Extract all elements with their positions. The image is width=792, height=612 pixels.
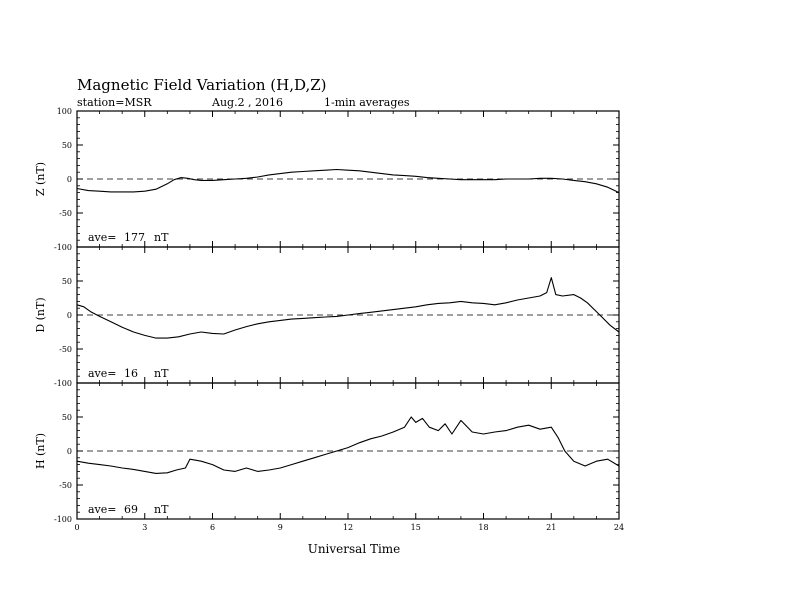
x-tick-label: 24 [614,523,624,532]
x-tick-label: 21 [546,523,556,532]
ave-value: 177 [124,231,145,244]
panels-group: -100 -50 0 50 100 Z (nT) ave= 177 nT -100 -50 0 50 D … [34,107,620,524]
ave-unit: nT [154,503,169,516]
date-label: Aug.2 , 2016 [211,96,283,109]
y-tick-label: 100 [57,107,72,116]
panel-d: -100 -50 0 50 D (nT) ave= 16 nT [34,246,620,388]
y-tick-label: -50 [59,481,72,490]
series-line-h [76,416,620,474]
ave-label: ave= [88,367,117,380]
ave-unit: nT [154,231,169,244]
x-tick-label: 15 [411,523,421,532]
y-tick-label: 50 [62,413,72,422]
x-axis: 0 3 6 9 12 15 18 21 24 [74,523,624,532]
y-tick-label: -50 [59,209,72,218]
y-tick-label: -100 [54,243,72,252]
series-line-z [76,168,620,194]
y-tick-label: 0 [67,311,72,320]
y-tick-label: 50 [62,141,72,150]
x-tick-label: 0 [74,523,79,532]
y-tick-label: -100 [54,379,72,388]
ave-label: ave= [88,231,117,244]
panel-z: -100 -50 0 50 100 Z (nT) ave= 177 nT [34,107,620,252]
ave-value: 69 [124,503,138,516]
x-tick-label: 18 [478,523,488,532]
station-label: station=MSR [77,96,152,109]
panel-h: -100 -50 0 50 H (nT) ave= 69 nT [34,382,620,524]
y-tick-label: -100 [54,515,72,524]
x-tick-label: 12 [343,523,353,532]
y-tick-label: 50 [62,277,72,286]
x-tick-label: 6 [210,523,215,532]
y-axis-label-d: D (nT) [34,297,47,332]
ave-label: ave= [88,503,117,516]
y-axis-label-z: Z (nT) [34,162,47,196]
y-tick-label: 0 [67,175,72,184]
chart-title: Magnetic Field Variation (H,D,Z) [77,76,327,94]
ave-unit: nT [154,367,169,380]
averaging-label: 1-min averages [324,96,410,109]
y-tick-label: -50 [59,345,72,354]
x-tick-label: 9 [278,523,283,532]
y-tick-label: 0 [67,447,72,456]
ave-value: 16 [124,367,138,380]
x-tick-label: 3 [142,523,147,532]
y-axis-label-h: H (nT) [34,433,47,469]
series-line-d [76,277,620,339]
x-axis-label: Universal Time [308,542,401,556]
